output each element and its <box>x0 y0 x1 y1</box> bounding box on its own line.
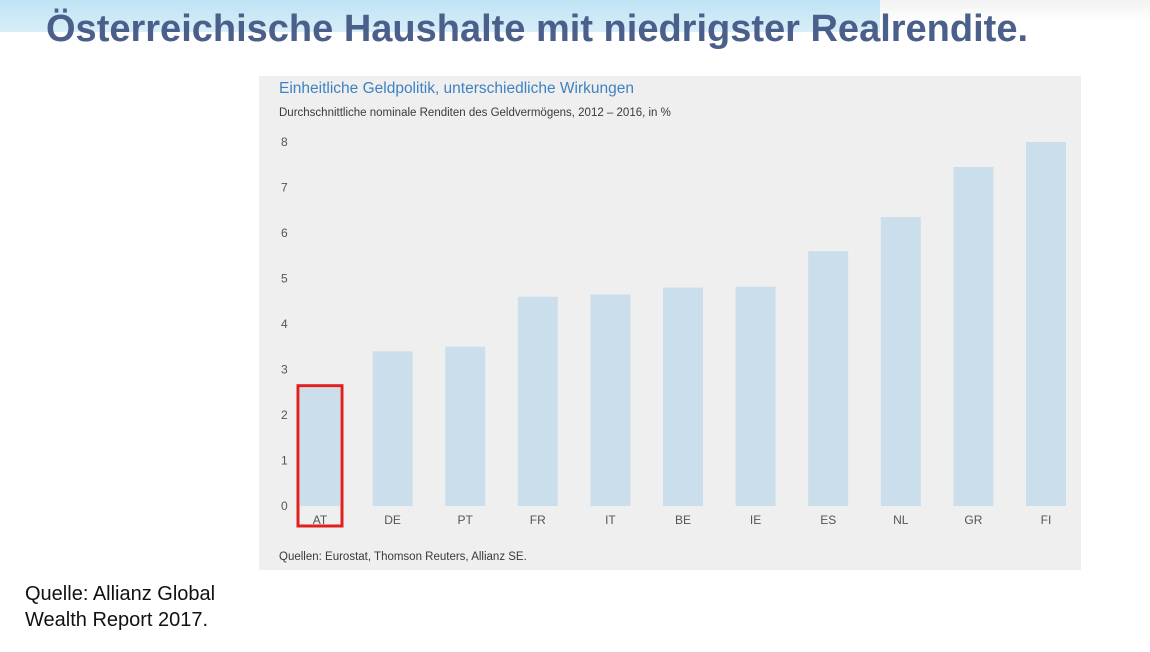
chart-subtitle: Durchschnittliche nominale Renditen des … <box>279 107 671 119</box>
bar-pt <box>445 346 486 506</box>
y-tick-label: 3 <box>281 363 288 377</box>
chart-panel: Einheitliche Geldpolitik, unterschiedlic… <box>259 76 1081 570</box>
y-tick-label: 4 <box>281 317 288 331</box>
chart-source: Quellen: Eurostat, Thomson Reuters, Alli… <box>279 551 527 563</box>
x-tick-label-at: AT <box>313 513 328 527</box>
highlight-box-at <box>296 384 344 528</box>
bar-fi <box>1026 142 1066 506</box>
bar-it <box>590 294 631 506</box>
x-tick-label-pt: PT <box>458 513 474 527</box>
bar-chart: 0 1 2 3 4 5 6 7 8 AT DE PT FR IT BE IE ES NL GR FI <box>281 135 1066 528</box>
bar-gr <box>953 167 994 506</box>
y-tick-label: 1 <box>281 454 288 468</box>
bar-nl <box>880 217 921 506</box>
y-tick-label: 2 <box>281 408 288 422</box>
x-tick-label-ie: IE <box>750 513 761 527</box>
x-tick-label-fr: FR <box>530 513 546 527</box>
header-band <box>0 0 880 32</box>
slide-title: Österreichische Haushalte mit niedrigste… <box>46 8 1029 50</box>
x-tick-label-es: ES <box>820 513 836 527</box>
y-tick-label: 0 <box>281 499 288 513</box>
slide-source-note: Quelle: Allianz Global Wealth Report 201… <box>25 581 215 633</box>
y-tick-label: 8 <box>281 135 288 149</box>
x-tick-label-nl: NL <box>893 513 909 527</box>
bar-de <box>372 351 413 506</box>
x-tick-label-fi: FI <box>1041 513 1052 527</box>
slide-source-line-1: Quelle: Allianz Global <box>25 583 216 605</box>
bar-be <box>663 287 703 506</box>
header-band-fade <box>880 0 1150 22</box>
slide-source-line-2: Wealth Report 2017. <box>25 609 209 631</box>
bar-at <box>300 387 340 506</box>
bar-fr <box>517 296 558 506</box>
x-tick-label-be: BE <box>675 513 691 527</box>
bar-ie <box>735 286 776 506</box>
y-tick-label: 7 <box>281 181 288 195</box>
x-tick-label-gr: GR <box>964 513 982 527</box>
y-tick-label: 5 <box>281 272 288 286</box>
y-tick-label: 6 <box>281 226 288 240</box>
chart-title: Einheitliche Geldpolitik, unterschiedlic… <box>279 80 634 97</box>
x-tick-label-it: IT <box>605 513 616 527</box>
x-tick-label-de: DE <box>384 513 401 527</box>
bar-es <box>808 251 849 506</box>
